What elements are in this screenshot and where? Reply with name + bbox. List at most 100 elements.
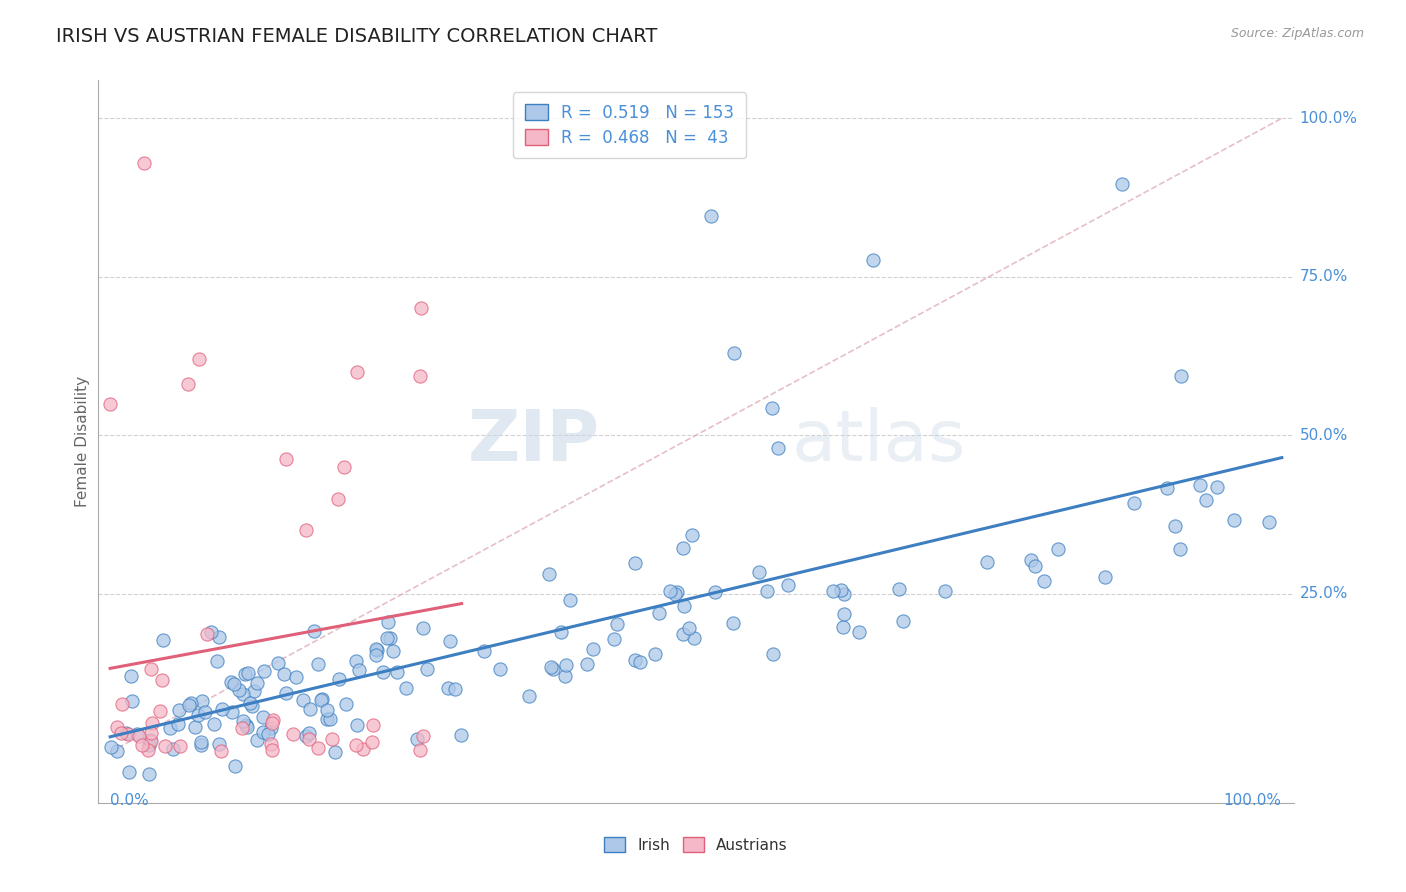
Point [830,583,852,598]
Point [169,739,191,753]
Point [307,657,329,672]
Point [207,655,229,669]
Point [110,726,132,740]
Point [406,731,429,746]
Point [762,647,785,661]
Point [257,727,280,741]
Point [267,656,290,670]
Point [766,442,789,456]
Point [131,739,153,753]
Point [623,653,645,667]
Point [197,627,219,641]
Point [366,643,388,657]
Point [141,662,163,676]
Point [673,599,696,613]
Point [543,662,565,676]
Point [323,745,346,759]
Point [416,661,439,675]
Point [136,743,159,757]
Point [1111,177,1133,191]
Point [1156,482,1178,496]
Point [120,669,142,683]
Point [377,615,399,630]
Point [450,728,472,742]
Point [381,644,404,658]
Text: 75.0%: 75.0% [1299,269,1348,285]
Point [139,726,162,740]
Point [211,702,233,716]
Point [385,665,408,680]
Point [298,731,321,746]
Point [132,155,155,169]
Point [298,726,321,740]
Point [333,459,356,474]
Point [311,691,333,706]
Point [316,712,339,726]
Point [105,720,128,734]
Point [166,717,188,731]
Point [118,765,141,780]
Point [623,556,645,570]
Point [152,632,174,647]
Point [848,624,870,639]
Point [114,726,136,740]
Point [703,585,725,599]
Point [665,585,688,599]
Point [243,684,266,698]
Point [309,692,332,706]
Text: 25.0%: 25.0% [1299,586,1348,601]
Point [537,566,560,581]
Point [378,631,401,645]
Point [127,727,149,741]
Point [335,698,357,712]
Point [437,681,460,696]
Point [412,621,434,635]
Point [284,670,307,684]
Point [316,703,339,717]
Point [934,583,956,598]
Point [628,655,651,669]
Point [231,721,253,735]
Point [1024,559,1046,574]
Point [98,396,121,410]
Point [678,621,700,635]
Point [232,687,254,701]
Text: atlas: atlas [792,407,966,476]
Point [260,743,283,757]
Point [139,733,162,747]
Point [778,578,800,592]
Point [177,377,200,392]
Point [274,452,297,467]
Point [209,744,232,758]
Point [361,718,384,732]
Point [188,352,211,367]
Point [224,759,246,773]
Text: 50.0%: 50.0% [1299,427,1348,442]
Point [299,702,322,716]
Point [253,665,276,679]
Point [239,696,262,710]
Point [375,632,398,646]
Point [672,627,695,641]
Point [221,705,243,719]
Point [232,714,254,728]
Point [117,727,139,741]
Point [274,686,297,700]
Point [208,630,231,644]
Point [1122,496,1144,510]
Point [191,693,214,707]
Point [371,665,394,680]
Point [190,738,212,752]
Point [346,718,368,732]
Point [411,301,433,316]
Text: ZIP: ZIP [468,407,600,476]
Point [603,632,626,647]
Point [291,693,314,707]
Point [141,716,163,731]
Point [245,733,267,747]
Point [889,582,911,596]
Point [150,673,173,687]
Point [1257,515,1279,529]
Point [228,683,250,698]
Text: Source: ZipAtlas.com: Source: ZipAtlas.com [1230,27,1364,40]
